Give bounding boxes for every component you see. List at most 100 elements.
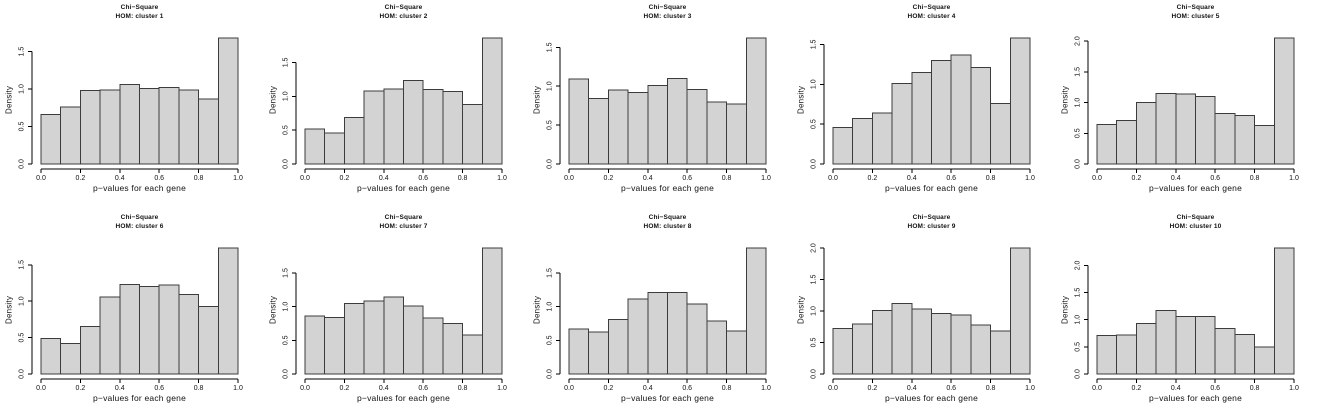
x-axis-label: p−values for each gene [92, 183, 186, 193]
histogram-bar [871, 112, 893, 165]
y-tick-label: 1.0 [19, 84, 26, 94]
y-tick-label: 0.0 [1075, 159, 1082, 169]
histogram-bar [1009, 37, 1031, 165]
x-tick-label: 0.6 [946, 175, 956, 182]
x-tick-label: 1.0 [761, 385, 771, 392]
histogram-bar [1254, 346, 1275, 375]
histogram-bar [852, 323, 873, 375]
histogram-bar [363, 90, 385, 165]
panel-cluster-4: Chi−Square HOM: cluster 4 Density 0.0 0.2… [792, 0, 1056, 210]
x-tick-label: 0.8 [722, 385, 732, 392]
histogram-bar [1175, 93, 1197, 165]
y-tick-label: 1.0 [811, 79, 818, 89]
panel-cluster-8: Chi−Square HOM: cluster 8 Density 0.0 0.2… [528, 210, 792, 420]
panel-cluster-9: Chi−Square HOM: cluster 9 Density 0.0 0.2… [792, 210, 1056, 420]
x-tick-label: 0.8 [194, 175, 204, 182]
subtitle-line: HOM: cluster 2 [379, 12, 428, 20]
histogram-bar [158, 87, 180, 165]
x-tick-label: 0.2 [1132, 175, 1142, 182]
x-tick-label: 0.4 [907, 175, 917, 182]
histogram-bar [726, 330, 747, 375]
histogram-bar [726, 103, 747, 165]
y-tick-label: 1.5 [811, 275, 818, 285]
panel-cluster-1: Chi−Square HOM: cluster 1 Density 0.0 0.2… [0, 0, 264, 210]
subtitle-line: HOM: cluster 4 [907, 12, 956, 20]
x-tick-label: 0.4 [1171, 175, 1181, 182]
title-line: Chi−Square [384, 214, 423, 221]
histogram-bar [950, 54, 972, 165]
y-tick-label: 0.0 [19, 369, 26, 379]
histogram-bar [607, 89, 629, 165]
histogram-bar [647, 291, 669, 375]
histogram-bar [158, 284, 180, 375]
histogram-bar [871, 309, 893, 375]
histogram-bar [627, 91, 649, 165]
x-tick-label: 0.4 [643, 385, 653, 392]
histogram-bar [383, 296, 405, 375]
histogram-bar [139, 87, 160, 165]
title-line: Chi−Square [648, 4, 687, 11]
y-tick-label: 1.5 [283, 57, 290, 67]
panel-title: Chi−Square HOM: cluster 9 [824, 214, 1039, 231]
x-axis-label: p−values for each gene [620, 183, 714, 193]
x-tick-label: 0.8 [194, 385, 204, 392]
panel-title: Chi−Square HOM: cluster 1 [32, 4, 247, 21]
subtitle-line: HOM: cluster 7 [379, 222, 428, 230]
y-tick-label: 1.5 [547, 42, 554, 52]
histogram-bar [79, 326, 101, 375]
x-tick-label: 1.0 [1289, 385, 1299, 392]
histogram-bar [217, 37, 239, 165]
x-axis-label: p−values for each gene [884, 393, 978, 403]
x-tick-label: 0.0 [828, 385, 838, 392]
histogram-bar [1135, 322, 1157, 375]
histogram-bar [931, 59, 952, 165]
y-tick-label: 0.5 [19, 333, 26, 343]
panel-title: Chi−Square HOM: cluster 5 [1088, 4, 1303, 21]
y-tick-label: 1.0 [1075, 315, 1082, 325]
histogram-bar [1155, 309, 1177, 375]
histogram-bar [1214, 113, 1236, 165]
x-tick-label: 0.8 [986, 385, 996, 392]
x-tick-label: 0.4 [379, 175, 389, 182]
x-tick-label: 0.2 [1132, 385, 1142, 392]
histogram-bar [304, 315, 326, 375]
y-tick-label: 1.5 [19, 47, 26, 57]
histogram-svg-cluster-4: 0.0 0.2 0.4 0.6 0.8 1.0 0.0 0.5 1.0 1.5 [811, 37, 1035, 182]
x-tick-label: 0.0 [564, 385, 574, 392]
x-axis-label: p−values for each gene [884, 183, 978, 193]
histogram-bar [1096, 334, 1118, 375]
histogram-bar [343, 116, 365, 165]
histogram-bar [1155, 92, 1177, 165]
x-axis-label: p−values for each gene [1148, 393, 1242, 403]
x-tick-label: 0.8 [458, 175, 468, 182]
y-tick-label: 1.5 [19, 260, 26, 270]
y-tick-label: 1.5 [1075, 67, 1082, 77]
panel-title: Chi−Square HOM: cluster 4 [824, 4, 1039, 21]
subtitle-line: HOM: cluster 8 [643, 222, 692, 230]
histogram-bar [891, 302, 913, 375]
panel-title: Chi−Square HOM: cluster 10 [1088, 214, 1303, 231]
panel-title: Chi−Square HOM: cluster 3 [560, 4, 775, 21]
histogram-bar [462, 103, 483, 165]
histogram-bar [403, 305, 424, 375]
histogram-bar [1273, 247, 1295, 375]
y-tick-label: 0.5 [283, 335, 290, 345]
title-line: Chi−Square [648, 214, 687, 221]
histogram-bar [119, 283, 141, 375]
panel-cluster-5: Chi−Square HOM: cluster 5 Density 0.0 0.2… [1056, 0, 1320, 210]
histogram-bar [442, 91, 464, 165]
y-tick-label: 1.0 [19, 296, 26, 306]
histogram-bar [970, 324, 992, 375]
panel-title: Chi−Square HOM: cluster 2 [296, 4, 511, 21]
y-tick-label: 1.0 [547, 302, 554, 312]
histogram-bar [198, 305, 219, 375]
x-tick-label: 0.6 [682, 385, 692, 392]
histogram-bar [568, 328, 590, 375]
histogram-bar [403, 80, 424, 165]
x-tick-label: 0.8 [1250, 385, 1260, 392]
y-tick-label: 0.5 [547, 120, 554, 130]
x-tick-label: 0.6 [154, 175, 164, 182]
histogram-bar [119, 84, 141, 165]
y-tick-label: 0.5 [1075, 128, 1082, 138]
histogram-svg-cluster-10: 0.0 0.2 0.4 0.6 0.8 1.0 0.0 0.5 1.0 1.5 2.0 [1075, 247, 1299, 392]
